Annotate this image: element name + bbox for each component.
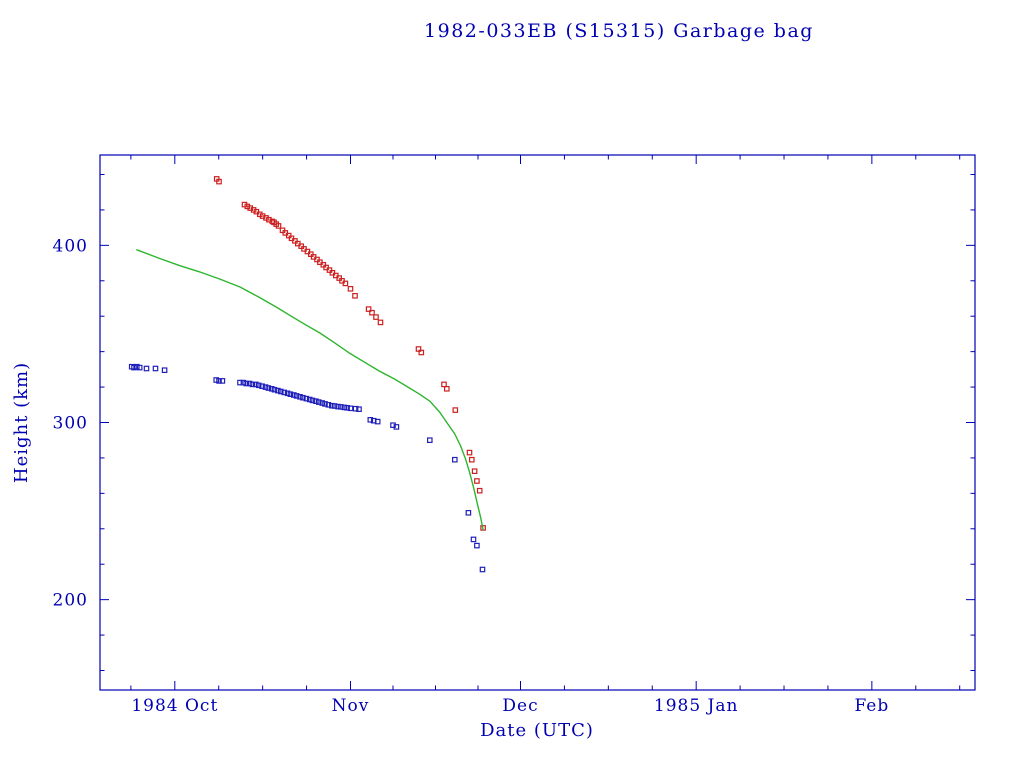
blue-squares-point (249, 381, 256, 388)
blue-squares-point (253, 381, 259, 388)
blue-squares-point (161, 367, 168, 374)
blue-squares-point (287, 391, 294, 398)
red-squares-point (365, 306, 372, 312)
blue-squares-point (338, 404, 344, 410)
blue-squares-point (352, 405, 359, 412)
red-squares-point (441, 381, 447, 388)
blue-squares-point (470, 536, 477, 543)
red-squares-point (369, 309, 375, 316)
x-axis-label: Date (UTC) (480, 720, 594, 741)
blue-squares-point (136, 364, 143, 371)
blue-squares-point (240, 379, 247, 386)
blue-squares-point (474, 542, 480, 549)
x-tick-label: Feb (854, 696, 889, 716)
plot-frame (99, 154, 976, 691)
y-axis-label: Height (km) (11, 361, 33, 484)
blue-squares-point (213, 377, 220, 383)
red-squares-point (415, 346, 422, 352)
blue-squares-point (152, 365, 159, 372)
x-tick-label: 1984 Oct (131, 696, 218, 716)
blue-squares-point (265, 385, 272, 391)
blue-squares-point (300, 394, 306, 401)
blue-squares-point (313, 398, 319, 405)
red-squares-point (474, 478, 480, 484)
y-axis-label-column: Height (km) (0, 155, 44, 690)
y-tick-label: 300 (53, 414, 88, 434)
y-tick-label: 200 (53, 591, 88, 611)
blue-squares-point (309, 397, 316, 404)
blue-squares-point (316, 399, 322, 405)
red-squares-point (347, 286, 354, 292)
blue-squares-point (356, 406, 362, 413)
blue-squares-point (465, 510, 472, 516)
x-tick-label: Dec (502, 696, 538, 716)
blue-squares-point (255, 382, 262, 389)
red-squares-point (352, 293, 358, 299)
red-squares-point (466, 449, 473, 456)
blue-squares-point (335, 403, 341, 410)
blue-squares-point (344, 405, 350, 411)
blue-squares-point (219, 378, 226, 384)
blue-squares-point (374, 418, 381, 425)
red-squares-point (373, 314, 379, 320)
red-squares-point (469, 456, 475, 463)
blue-squares-point (281, 389, 288, 396)
blue-squares-point (216, 378, 222, 384)
x-tick-label: Nov (332, 696, 370, 716)
blue-squares-point (284, 390, 291, 397)
red-squares-point (275, 223, 282, 229)
blue-squares-point (237, 379, 243, 386)
blue-squares-point (331, 403, 338, 409)
red-squares-point (471, 468, 478, 475)
blue-squares-point (259, 383, 265, 390)
blue-squares-point (134, 363, 140, 370)
blue-squares-point (278, 388, 284, 395)
blue-squares-point (293, 393, 300, 399)
red-squares-point (377, 319, 384, 326)
blue-squares-point (347, 405, 354, 412)
blue-squares-point (452, 456, 458, 463)
red-squares-point (444, 386, 450, 392)
blue-squares-point (427, 437, 433, 444)
red-squares-point (216, 178, 222, 185)
blue-squares-point (322, 401, 328, 407)
red-squares-point (418, 349, 425, 356)
blue-squares-point (303, 395, 310, 402)
blue-squares-point (297, 394, 303, 400)
blue-squares-point (271, 386, 278, 393)
red-squares-point (342, 280, 349, 287)
blue-squares-point (243, 380, 250, 387)
blue-squares-point (262, 384, 269, 390)
blue-squares-point (479, 566, 486, 573)
red-squares-point (452, 407, 459, 413)
blue-squares-point (275, 387, 281, 394)
blue-squares-point (143, 365, 150, 372)
blue-squares-point (246, 380, 253, 387)
x-tick-label: 1985 Jan (654, 696, 739, 716)
series-green-line (136, 249, 484, 531)
red-squares-point (476, 487, 483, 494)
blue-squares-point (367, 417, 374, 423)
y-tick-label: 400 (53, 236, 88, 256)
blue-squares-point (393, 424, 400, 430)
blue-squares-point (325, 402, 332, 408)
chart-title: 1982-033EB (S15315) Garbage bag (424, 20, 814, 42)
blue-squares-point (131, 364, 137, 371)
